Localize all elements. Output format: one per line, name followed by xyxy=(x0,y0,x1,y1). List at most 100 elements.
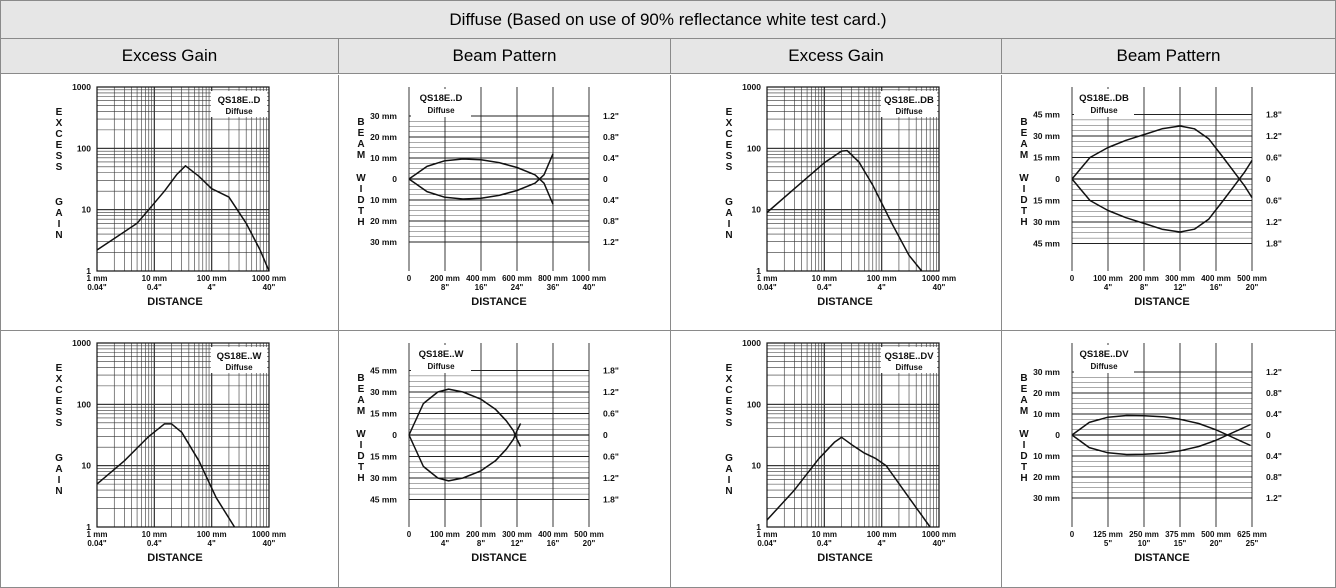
x-tick-label: 8" xyxy=(1140,283,1148,292)
x-tick-label: 20" xyxy=(1246,283,1259,292)
y-tick-label-right: 1.8" xyxy=(1266,110,1282,120)
y-axis-label: B xyxy=(1020,117,1027,128)
x-tick-label: 300 mm xyxy=(1165,274,1195,283)
y-tick-label-left: 30 mm xyxy=(1033,217,1060,227)
y-tick-label-left: 20 mm xyxy=(1033,388,1060,398)
chart-svg: 30 mm 1.2" 20 mm 0.8" 10 mm 0.4" 0 0 10 mm 0.4" 20… xyxy=(356,87,619,308)
x-tick-label: 0 xyxy=(1070,530,1075,539)
y-axis-label: E xyxy=(358,128,365,139)
y-tick-label: 100 xyxy=(77,399,91,409)
y-tick-label-left: 15 mm xyxy=(1033,196,1060,206)
y-tick-label-left: 30 mm xyxy=(1033,493,1060,503)
x-tick-label: 10 mm xyxy=(142,274,167,283)
x-tick-label: 100 mm xyxy=(197,274,227,283)
x-tick-label: 1 mm xyxy=(87,530,108,539)
y-tick-label: 1000 xyxy=(742,82,761,92)
x-tick-label: 24" xyxy=(511,283,524,292)
legend-title: QS18E..D xyxy=(218,95,261,106)
y-tick-label: 1 xyxy=(86,522,91,532)
y-tick-label-right: 1.2" xyxy=(1266,131,1282,141)
x-tick-label: 0.04" xyxy=(757,283,777,292)
chart-cell: QS18E..DB Diffuse 1 10 100 1000 1 mm 0.04" 10 mm… xyxy=(671,75,1002,331)
x-axis-label: DISTANCE xyxy=(1134,552,1189,564)
y-axis-label: T xyxy=(358,462,364,473)
y-axis-label: X xyxy=(56,374,63,385)
y-tick-label: 1000 xyxy=(72,82,91,92)
x-tick-label: 400 mm xyxy=(1201,274,1231,283)
series-line xyxy=(1071,159,1253,233)
chart-cell: QS18E..DV Diffuse 1 10 100 1000 1 mm 0.04" 10 mm… xyxy=(671,331,1002,587)
y-axis-label: I xyxy=(1023,440,1026,451)
y-axis-label: E xyxy=(726,363,733,374)
legend-box: QS18E..W Diffuse xyxy=(411,345,471,373)
column-header-excess-gain-2: Excess Gain xyxy=(671,39,1002,74)
y-tick-label-left: 30 mm xyxy=(370,387,397,397)
y-axis-label: H xyxy=(357,217,364,228)
x-tick-label: 0.04" xyxy=(757,539,777,548)
x-tick-label: 4" xyxy=(208,283,216,292)
x-tick-label: 16" xyxy=(1210,283,1223,292)
legend-subtitle: Diffuse xyxy=(427,362,455,371)
y-tick-label: 100 xyxy=(747,399,761,409)
y-axis-label: M xyxy=(357,406,365,417)
y-tick-label: 10 xyxy=(752,461,762,471)
y-tick-label-right: 0.8" xyxy=(1266,388,1282,398)
legend-subtitle: Diffuse xyxy=(895,107,923,116)
y-axis-label: S xyxy=(56,418,63,429)
x-tick-label: 250 mm xyxy=(1129,530,1159,539)
y-tick-label: 1000 xyxy=(742,338,761,348)
y-axis-label: H xyxy=(1020,217,1027,228)
y-axis-label: E xyxy=(1021,128,1028,139)
x-tick-label: 0 xyxy=(407,274,412,283)
legend-bg xyxy=(1074,89,1134,117)
y-tick-label: 100 xyxy=(77,143,91,153)
y-tick-label-right: 1.2" xyxy=(603,237,619,247)
x-tick-label: 1 mm xyxy=(757,530,778,539)
x-tick-label: 0.4" xyxy=(147,283,162,292)
x-tick-label: 0.04" xyxy=(87,539,107,548)
y-tick-label-left: 15 mm xyxy=(1033,153,1060,163)
y-axis-label: S xyxy=(56,151,63,162)
x-tick-label: 400 mm xyxy=(466,274,496,283)
y-axis-label: N xyxy=(55,230,62,241)
plot-frame xyxy=(766,342,940,528)
y-tick-label-right: 1.8" xyxy=(603,495,619,505)
x-tick-label: 500 mm xyxy=(1201,530,1231,539)
x-tick-label: 400 mm xyxy=(538,530,568,539)
y-tick-label-right: 1.2" xyxy=(603,473,619,483)
chart-cell: 30 mm 1.2" 20 mm 0.8" 10 mm 0.4" 0 0 10 mm 0.4" 20… xyxy=(1002,331,1335,587)
y-tick-label-left: 0 xyxy=(1055,174,1060,184)
y-axis-label: B xyxy=(1020,373,1027,384)
y-tick-label-right: 0 xyxy=(603,430,608,440)
x-tick-label: 125 mm xyxy=(1093,530,1123,539)
x-tick-label: 300 mm xyxy=(502,530,532,539)
series-line xyxy=(1071,423,1251,456)
x-tick-label: 5" xyxy=(1104,539,1112,548)
legend-subtitle: Diffuse xyxy=(225,107,253,116)
x-tick-label: 15" xyxy=(1174,539,1187,548)
y-axis-label: W xyxy=(356,173,366,184)
x-axis-label: DISTANCE xyxy=(147,552,202,564)
y-axis-label: A xyxy=(357,139,364,150)
x-tick-label: 10" xyxy=(1138,539,1151,548)
chart-cell: QS18E..W Diffuse 1 10 100 1000 1 mm 0.04" 10 mm 0… xyxy=(1,331,339,587)
x-tick-label: 800 mm xyxy=(538,274,568,283)
series-line xyxy=(1071,125,1253,199)
legend-title: QS18E..W xyxy=(217,351,262,362)
y-axis-label: E xyxy=(726,107,733,118)
plot-frame xyxy=(766,86,940,272)
series-line xyxy=(96,165,270,272)
x-tick-label: 0.04" xyxy=(87,283,107,292)
y-axis-label: A xyxy=(1020,139,1027,150)
y-tick-label: 1 xyxy=(756,266,761,276)
y-axis-label: N xyxy=(55,486,62,497)
x-tick-label: 375 mm xyxy=(1165,530,1195,539)
legend-subtitle: Diffuse xyxy=(225,363,253,372)
legend-bg xyxy=(881,347,937,373)
x-tick-label: 4" xyxy=(878,539,886,548)
y-axis-label: I xyxy=(58,219,61,230)
x-tick-label: 40" xyxy=(933,283,946,292)
